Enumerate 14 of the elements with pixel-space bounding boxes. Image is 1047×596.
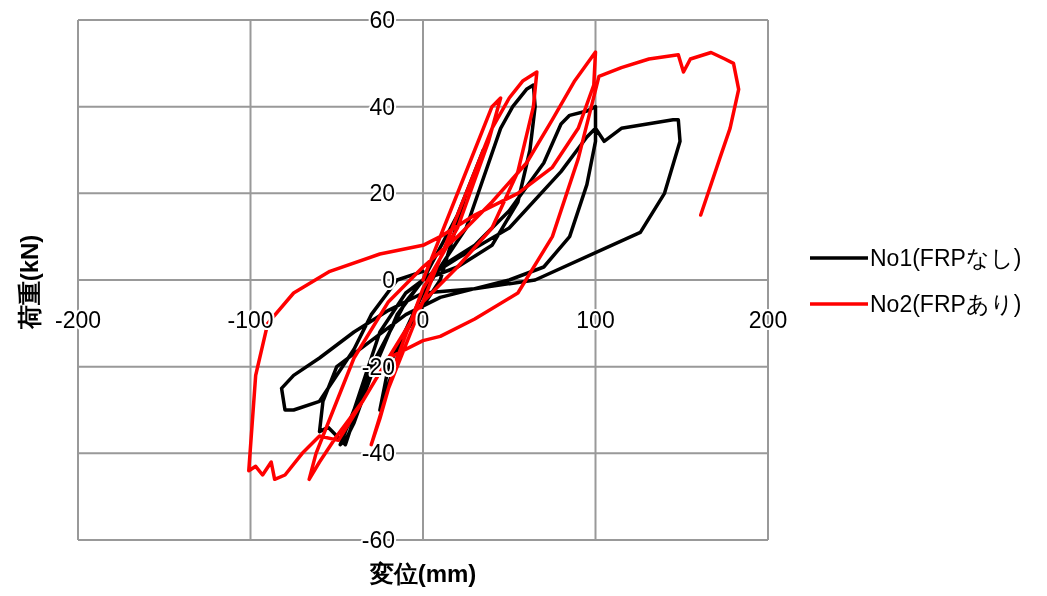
x-axis-title: 変位(mm) [368, 559, 478, 589]
x-tick-label: 0 [416, 307, 430, 333]
y-tick-label: -60 [361, 527, 395, 553]
legend-label: No2(FRPあり) [870, 289, 1022, 319]
y-tick-label: 60 [369, 7, 395, 33]
x-tick-label: 100 [576, 307, 615, 333]
legend-label: No1(FRPなし) [870, 243, 1022, 273]
y-tick-label: 0 [382, 267, 395, 293]
y-tick-label: 40 [369, 93, 395, 120]
y-axis-title: 荷重(kN) [15, 233, 44, 332]
x-tick-label: -200 [54, 307, 102, 333]
x-tick-label: 200 [748, 307, 788, 333]
y-tick-label: -40 [361, 440, 395, 467]
y-tick-label: 20 [369, 180, 395, 207]
